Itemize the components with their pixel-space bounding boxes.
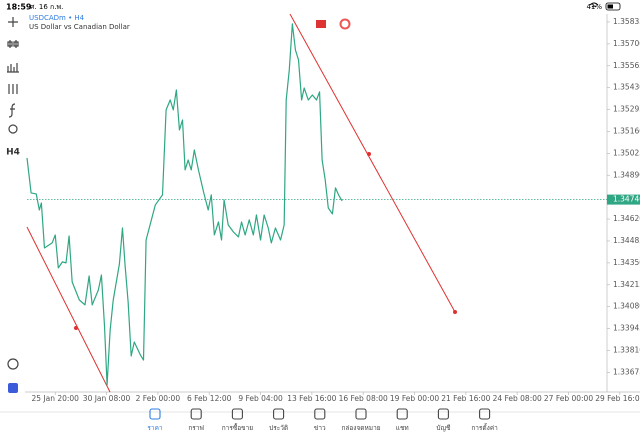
y-tick-label: 1.33945 (613, 324, 640, 333)
y-tick-label: 1.35565 (613, 61, 640, 70)
trend-handle[interactable] (367, 152, 371, 156)
wifi-icon (589, 2, 599, 8)
y-tick-label: 1.34620 (613, 214, 640, 223)
x-tick-label: 16 Feb 08:00 (339, 394, 388, 403)
tab-label[interactable]: ราคา (147, 424, 162, 432)
y-tick-label: 1.35295 (613, 105, 640, 114)
tab-icon[interactable] (273, 408, 285, 420)
signals-tool[interactable] (7, 358, 19, 370)
y-tick-label: 1.34215 (613, 280, 640, 289)
x-tick-label: 21 Feb 16:00 (441, 394, 490, 403)
shapes-tool[interactable] (8, 124, 18, 134)
tab-icon[interactable] (396, 408, 408, 420)
trend-handle[interactable] (74, 326, 78, 330)
y-tick-label: 1.34485 (613, 236, 640, 245)
tab-icon[interactable] (231, 408, 243, 420)
trend-line[interactable] (26, 226, 111, 393)
x-tick-label: 9 Feb 04:00 (238, 394, 283, 403)
indicator-tool[interactable] (7, 40, 19, 48)
flag-icon (316, 20, 326, 28)
battery-level (607, 4, 613, 9)
app-icon[interactable] (8, 383, 18, 393)
y-tick-label: 1.35700 (613, 39, 640, 48)
trend-handle[interactable] (453, 310, 457, 314)
x-tick-label: 19 Feb 00:00 (390, 394, 439, 403)
flag-icon (339, 18, 351, 30)
y-tick-label: 1.33675 (613, 367, 640, 376)
status-battery: 41% (586, 3, 602, 11)
tab-icon[interactable] (190, 408, 202, 420)
tab-icon[interactable] (437, 408, 449, 420)
x-tick-label: 30 Jan 08:00 (83, 394, 131, 403)
tab-label[interactable]: กล่องจดหมาย (341, 424, 380, 432)
y-tick-label: 1.34890 (613, 170, 640, 179)
x-tick-label: 27 Feb 00:00 (544, 394, 593, 403)
function-tool[interactable] (8, 103, 16, 118)
y-tick-label: 1.35430 (613, 83, 640, 92)
trend-line[interactable] (289, 13, 456, 313)
price-label-box (607, 194, 640, 205)
price-line-series (26, 23, 343, 386)
x-tick-label: 2 Feb 00:00 (136, 394, 181, 403)
tab-label[interactable]: การซื้อขาย (222, 423, 253, 432)
y-tick-label: 1.35835 (613, 17, 640, 26)
tab-icon[interactable] (314, 408, 326, 420)
y-tick-label: 1.34080 (613, 302, 640, 311)
y-tick-label: 1.35025 (613, 148, 640, 157)
tab-icon[interactable] (355, 408, 367, 420)
battery-icon (605, 2, 621, 11)
volume-tool[interactable] (7, 63, 19, 73)
x-tick-label: 24 Feb 08:00 (493, 394, 542, 403)
status-date: ศ. 16 ก.พ. (30, 3, 63, 11)
chart-title: USDCADm • H4 (29, 14, 85, 22)
chart-subtitle: US Dollar vs Canadian Dollar (29, 23, 130, 31)
tab-label[interactable]: ข่าว (314, 424, 326, 432)
tab-label[interactable]: บัญชี (436, 424, 451, 432)
x-tick-label: 25 Jan 20:00 (31, 394, 79, 403)
tab-label[interactable]: ประวัติ (269, 424, 288, 432)
x-tick-label: 29 Feb 16:00 (595, 394, 640, 403)
timeframe[interactable]: H4 (6, 148, 20, 158)
tab-icon[interactable] (479, 408, 491, 420)
y-tick-label: 1.35160 (613, 126, 640, 135)
y-tick-label: 1.34350 (613, 258, 640, 267)
x-tick-label: 13 Feb 16:00 (287, 394, 336, 403)
x-tick-label: 6 Feb 12:00 (187, 394, 232, 403)
status-time: 18:59 (6, 3, 32, 12)
price-label: 1.34740 (613, 195, 640, 204)
y-tick-label: 1.33810 (613, 345, 640, 354)
objects-tool[interactable] (8, 84, 18, 94)
toolbar[interactable] (7, 17, 19, 370)
tab-icon[interactable] (149, 408, 161, 420)
crosshair-tool[interactable] (8, 17, 18, 27)
tab-label[interactable]: การตั้งค่า (471, 423, 498, 432)
tab-label[interactable]: แชท (396, 424, 409, 432)
tab-label[interactable]: กราฟ (188, 424, 204, 432)
